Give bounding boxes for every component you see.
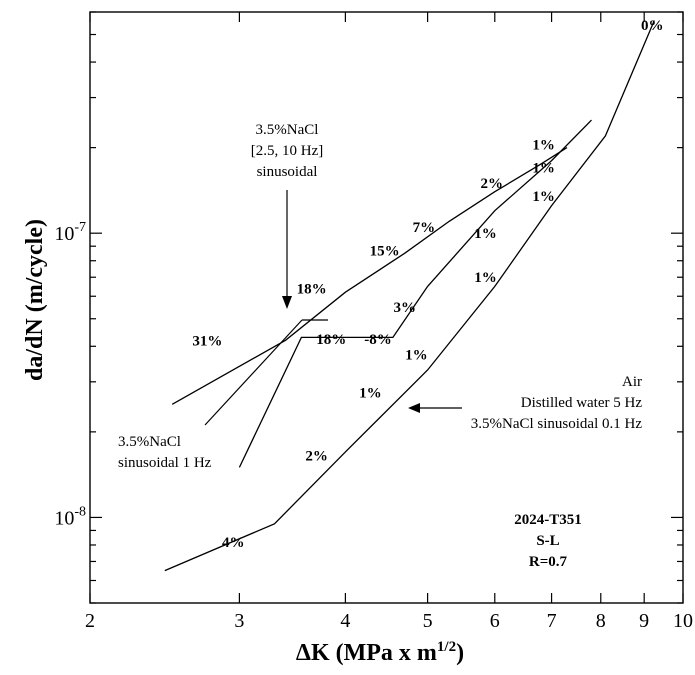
- x-tick-label: 10: [673, 610, 693, 632]
- series-line-2: [238, 119, 592, 468]
- x-axis-title: ΔK (MPa x m1/2): [296, 639, 464, 666]
- percent-label: 7%: [413, 220, 436, 236]
- arrow-nacl-10hz: [282, 190, 292, 309]
- annotation-nacl-1hz: 3.5%NaCl sinusoidal 1 Hz: [118, 434, 212, 471]
- x-tick-label: 6: [490, 610, 500, 632]
- percent-label: 0%: [641, 18, 664, 34]
- annotations: 3.5%NaCl [2.5, 10 Hz] sinusoidal 3.5%NaCl si…: [118, 122, 642, 570]
- percent-label: 1%: [474, 226, 497, 242]
- x-axis-ticks: 2 3 4 5 6 7 8 9 10: [85, 12, 693, 632]
- leader-nacl-1hz: [204, 319, 328, 426]
- percent-label: 1%: [532, 189, 555, 205]
- percent-label: -8%: [364, 332, 392, 348]
- percent-label: 1%: [405, 347, 428, 363]
- x-tick-label: 9: [639, 610, 649, 632]
- percent-label: 2%: [305, 449, 328, 465]
- x-axis-title-main: ΔK (MPa x m: [296, 640, 437, 666]
- x-tick-label: 5: [423, 610, 433, 632]
- series-line-3: [164, 20, 655, 572]
- plot-border: [89, 11, 684, 604]
- series-line-1: [171, 147, 568, 405]
- arrow-air-group: [408, 403, 462, 413]
- x-tick-label: 8: [596, 610, 606, 632]
- y-axis-ticks: 10-7 10-8: [54, 11, 683, 604]
- x-axis-title-close: ): [456, 640, 464, 666]
- percent-label: 4%: [222, 535, 245, 551]
- percent-label: 1%: [474, 270, 497, 286]
- percent-label: 18%: [297, 281, 327, 297]
- percent-label: 18%: [316, 332, 346, 348]
- percent-label: 3%: [394, 300, 417, 316]
- percent-labels: 31% 18% 15% 7% 2% 1% 1% 1% 0% 18% -8% 1% 3% 1% 1% 1% 2% 4…: [192, 18, 663, 551]
- percent-label: 2%: [480, 176, 503, 192]
- percent-label: 31%: [192, 333, 222, 349]
- y-tick-label: 10-7: [54, 220, 86, 245]
- y-tick-label: 10-8: [54, 504, 86, 529]
- annotation-air-group: Air Distilled water 5 Hz 3.5%NaCl sinusoid…: [471, 374, 643, 432]
- percent-label: 1%: [532, 161, 555, 177]
- percent-label: 1%: [532, 138, 555, 154]
- percent-label: 15%: [370, 243, 400, 259]
- plot-frame: [89, 11, 684, 604]
- data-series: [164, 20, 655, 572]
- x-tick-label: 7: [547, 610, 557, 632]
- y-axis-title: da/dN (m/cycle): [22, 219, 48, 381]
- annotation-specimen: 2024-T351 S-L R=0.7: [514, 512, 582, 570]
- x-axis-title-sup: 1/2: [437, 639, 456, 655]
- annotation-nacl-10hz: 3.5%NaCl [2.5, 10 Hz] sinusoidal: [251, 122, 323, 180]
- x-tick-label: 3: [234, 610, 244, 632]
- x-tick-label: 4: [340, 610, 350, 632]
- x-tick-label: 2: [85, 610, 95, 632]
- percent-label: 1%: [359, 386, 382, 402]
